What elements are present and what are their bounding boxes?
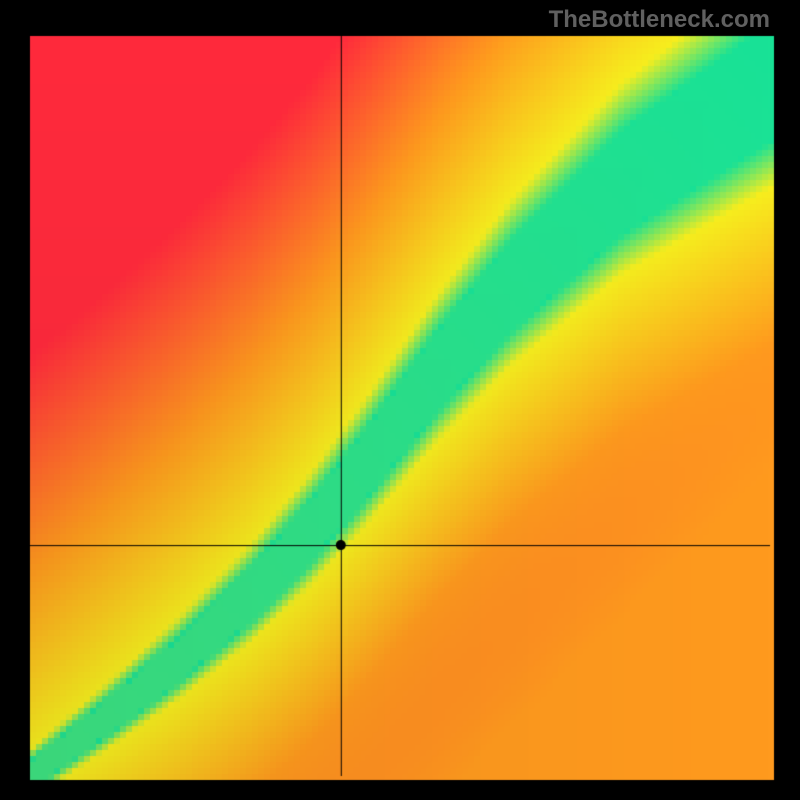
chart-container: TheBottleneck.com [0, 0, 800, 800]
bottleneck-heatmap [0, 0, 800, 800]
watermark-text: TheBottleneck.com [549, 6, 770, 34]
